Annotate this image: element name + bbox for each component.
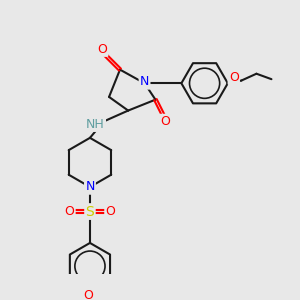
Text: O: O: [64, 205, 74, 218]
Text: O: O: [97, 43, 107, 56]
Text: O: O: [84, 289, 94, 300]
Text: O: O: [160, 115, 170, 128]
Text: NH: NH: [86, 118, 105, 131]
Text: N: N: [140, 75, 149, 88]
Text: S: S: [85, 205, 94, 218]
Text: O: O: [106, 205, 116, 218]
Text: N: N: [85, 181, 94, 194]
Text: O: O: [229, 71, 239, 84]
